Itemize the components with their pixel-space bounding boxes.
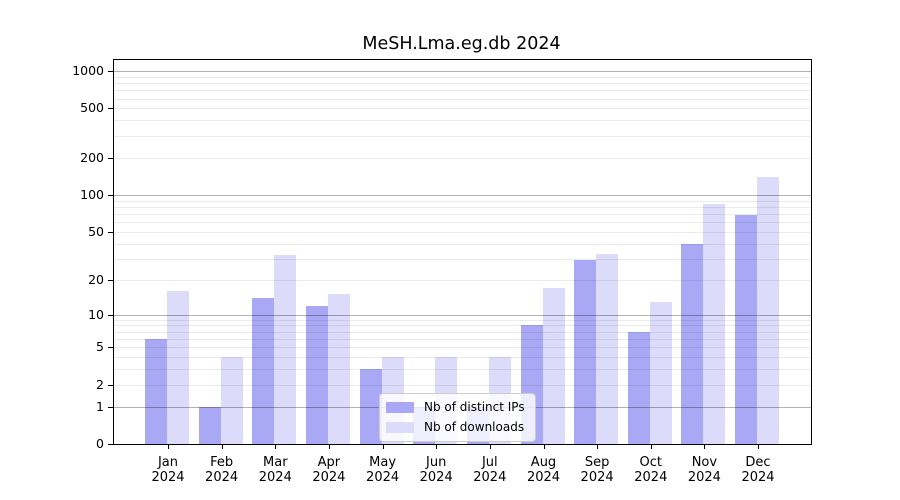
y-tick-label-0: 0 xyxy=(96,436,104,451)
y-tick-10 xyxy=(108,314,114,316)
chart-title: MeSH.Lma.eg.db 2024 xyxy=(362,34,561,54)
bar-downloads-oct xyxy=(649,301,672,444)
bar-ips-apr xyxy=(305,305,328,444)
y-tick-1000 xyxy=(108,71,114,72)
legend-swatch-distinct-ips xyxy=(386,402,414,413)
y-tick-label-2: 2 xyxy=(96,376,104,392)
x-tick-label-apr: Apr 2024 xyxy=(312,455,346,485)
x-tick-may xyxy=(382,444,384,449)
legend-label-downloads: Nb of downloads xyxy=(424,420,525,434)
y-tick-label-20: 20 xyxy=(88,271,104,287)
x-tick-feb xyxy=(221,444,223,449)
bar-ips-jan xyxy=(145,339,167,444)
y-tick-label-10: 10 xyxy=(88,306,104,322)
x-tick-label-jul: Jul 2024 xyxy=(473,455,507,485)
x-tick-label-oct: Oct 2024 xyxy=(634,455,668,485)
y-tick-label-5: 5 xyxy=(96,339,104,355)
x-tick-jan xyxy=(168,444,169,449)
x-tick-apr xyxy=(328,444,330,449)
x-tick-mar xyxy=(275,444,277,449)
x-tick-label-may: May 2024 xyxy=(366,455,400,485)
legend-item-downloads: Nb of downloads xyxy=(386,421,525,434)
y-tick-500 xyxy=(108,108,114,110)
bar-ips-nov xyxy=(681,243,704,444)
y-tick-50 xyxy=(108,231,114,233)
y-tick-100 xyxy=(108,194,114,196)
bar-ips-may xyxy=(359,369,382,444)
y-tick-label-100: 100 xyxy=(80,186,104,202)
bar-ips-mar xyxy=(252,297,275,444)
legend: Nb of distinct IPs Nb of downloads xyxy=(379,393,536,442)
y-tick-5 xyxy=(108,347,114,349)
bar-downloads-dec xyxy=(757,176,779,444)
x-tick-nov xyxy=(704,444,706,449)
x-tick-label-feb: Feb 2024 xyxy=(205,455,239,485)
x-tick-sep xyxy=(597,444,599,449)
y-tick-1 xyxy=(108,406,114,408)
bar-ips-oct xyxy=(627,331,650,444)
y-tick-20 xyxy=(108,279,114,281)
x-tick-label-aug: Aug 2024 xyxy=(526,455,561,485)
plot-area: Jan 2024 Feb 2024 Mar 2024 Apr 2024 May 2024… xyxy=(72,59,812,485)
bar-downloads-feb xyxy=(220,357,243,444)
y-tick-2 xyxy=(108,384,114,386)
bar-downloads-aug xyxy=(542,288,565,444)
bar-downloads-nov xyxy=(703,203,726,444)
bar-downloads-mar xyxy=(274,255,297,444)
legend-item-distinct-ips: Nb of distinct IPs xyxy=(386,401,525,414)
y-tick-200 xyxy=(108,157,114,159)
y-tick-label-500: 500 xyxy=(80,100,104,116)
bar-ips-sep xyxy=(574,260,597,444)
bar-ips-feb xyxy=(198,406,221,444)
bar-ips-dec xyxy=(735,215,757,444)
x-tick-oct xyxy=(650,444,652,449)
y-tick-label-1: 1 xyxy=(96,398,104,414)
y-tick-label-1000: 1000 xyxy=(72,63,104,78)
x-tick-label-sep: Sep 2024 xyxy=(580,455,614,485)
bar-downloads-sep xyxy=(596,253,619,444)
x-tick-label-jun: Jun 2024 xyxy=(419,455,453,485)
y-tick-label-200: 200 xyxy=(80,149,104,165)
bar-downloads-apr xyxy=(327,294,350,444)
x-tick-jul xyxy=(489,444,491,449)
legend-swatch-downloads xyxy=(386,422,414,433)
x-tick-label-mar: Mar 2024 xyxy=(258,455,292,485)
bar-layer xyxy=(114,60,811,444)
x-tick-label-dec: Dec 2024 xyxy=(741,455,775,485)
bar-downloads-jan xyxy=(167,291,189,444)
x-tick-label-jan: Jan 2024 xyxy=(151,455,185,485)
y-tick-0 xyxy=(108,444,114,445)
x-tick-dec xyxy=(758,444,759,449)
legend-label-distinct-ips: Nb of distinct IPs xyxy=(424,400,525,414)
x-tick-aug xyxy=(543,444,545,449)
x-tick-jun xyxy=(436,444,438,449)
x-tick-label-nov: Nov 2024 xyxy=(687,455,721,485)
y-tick-label-50: 50 xyxy=(88,223,104,239)
